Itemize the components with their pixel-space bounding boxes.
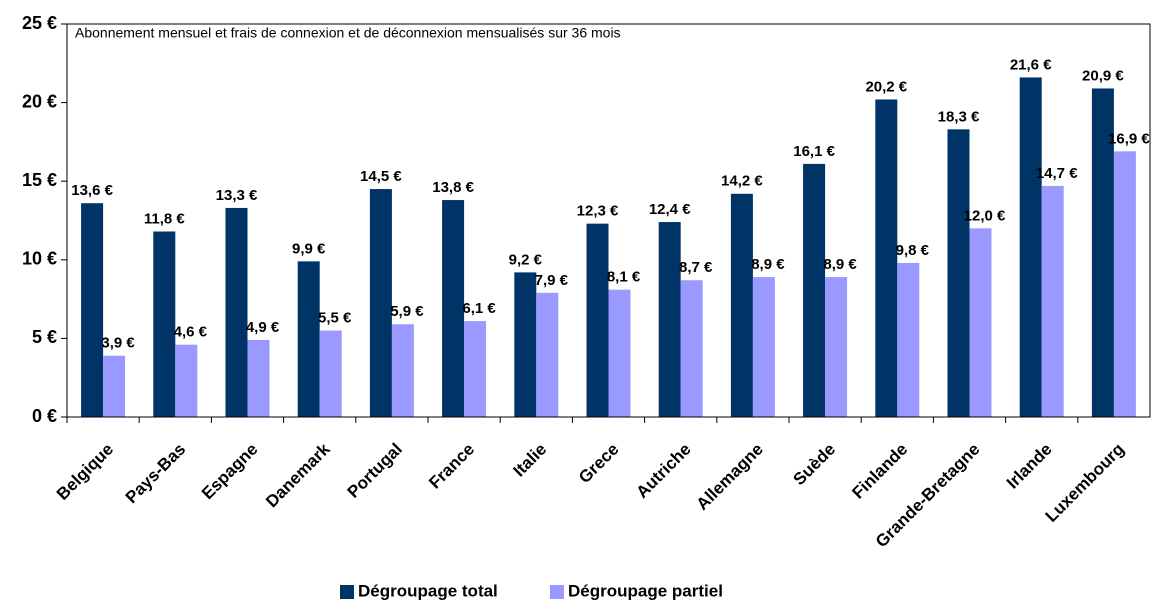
bar bbox=[297, 261, 320, 417]
legend-label: Dégroupage partiel bbox=[568, 581, 723, 600]
value-label: 5,9 € bbox=[390, 303, 424, 320]
legend-label: Dégroupage total bbox=[358, 581, 498, 600]
value-label: 8,7 € bbox=[679, 259, 713, 276]
bar bbox=[442, 200, 465, 417]
value-label: 3,9 € bbox=[101, 335, 135, 352]
x-tick-label: Portugal bbox=[344, 440, 406, 502]
value-label: 11,8 € bbox=[144, 210, 186, 227]
bar bbox=[1019, 77, 1042, 417]
legend-swatch bbox=[550, 585, 564, 599]
x-tick-label: Espagne bbox=[198, 440, 262, 504]
value-label: 13,8 € bbox=[432, 179, 474, 196]
x-tick-label: Danemark bbox=[262, 439, 334, 511]
bar bbox=[586, 223, 609, 417]
bar bbox=[514, 272, 537, 417]
value-label: 16,9 € bbox=[1108, 130, 1150, 147]
value-label: 12,0 € bbox=[964, 207, 1006, 224]
y-tick-label: 5 € bbox=[32, 327, 57, 347]
x-tick-label: Suède bbox=[790, 440, 840, 490]
bar bbox=[225, 207, 248, 417]
x-tick-label: Grece bbox=[575, 440, 623, 488]
value-label: 7,9 € bbox=[535, 272, 569, 289]
bar bbox=[319, 330, 342, 417]
bar bbox=[730, 193, 753, 417]
value-label: 20,9 € bbox=[1082, 67, 1124, 84]
y-tick-label: 25 € bbox=[22, 13, 57, 33]
x-tick-label: Autriche bbox=[632, 440, 694, 502]
x-tick-label: Italie bbox=[509, 440, 550, 481]
bar bbox=[175, 344, 198, 417]
x-tick-label: Irlande bbox=[1003, 440, 1056, 493]
bar bbox=[897, 262, 920, 417]
bar bbox=[369, 189, 392, 417]
bar bbox=[969, 228, 992, 417]
bar bbox=[680, 280, 703, 417]
bar bbox=[247, 339, 270, 417]
x-tick-label: France bbox=[425, 440, 478, 493]
value-label: 8,9 € bbox=[823, 256, 857, 273]
bar bbox=[464, 321, 487, 417]
value-label: 8,1 € bbox=[607, 269, 641, 286]
bar bbox=[536, 292, 559, 417]
value-label: 13,6 € bbox=[71, 182, 113, 199]
value-label: 13,3 € bbox=[216, 187, 258, 204]
value-label: 21,6 € bbox=[1010, 56, 1052, 73]
value-label: 14,2 € bbox=[721, 173, 763, 190]
bar bbox=[875, 99, 898, 418]
value-label: 8,9 € bbox=[751, 256, 785, 273]
bar bbox=[803, 163, 826, 417]
bar bbox=[81, 203, 104, 417]
x-tick-label: Finlande bbox=[848, 440, 911, 503]
x-tick-label: Pays-Bas bbox=[122, 440, 190, 508]
annotation: Abonnement mensuel et frais de connexion… bbox=[75, 25, 621, 41]
bar bbox=[947, 129, 970, 417]
bar bbox=[153, 231, 176, 417]
y-tick-label: 0 € bbox=[32, 406, 57, 426]
bar bbox=[391, 324, 414, 417]
value-label: 5,5 € bbox=[318, 310, 352, 327]
y-tick-label: 10 € bbox=[22, 249, 57, 269]
legend-swatch bbox=[340, 585, 354, 599]
bar bbox=[1113, 151, 1136, 417]
bar bbox=[608, 289, 631, 417]
value-label: 9,2 € bbox=[509, 251, 543, 268]
value-label: 4,6 € bbox=[174, 324, 208, 341]
value-label: 14,7 € bbox=[1036, 165, 1078, 182]
bar bbox=[752, 277, 775, 417]
value-label: 20,2 € bbox=[865, 78, 907, 95]
value-label: 16,1 € bbox=[793, 143, 835, 160]
bar bbox=[825, 277, 848, 417]
x-tick-label: Belgique bbox=[53, 440, 117, 504]
bar bbox=[658, 222, 681, 417]
y-tick-label: 15 € bbox=[22, 170, 57, 190]
value-label: 18,3 € bbox=[938, 108, 980, 125]
bar bbox=[103, 355, 126, 417]
bar bbox=[1041, 185, 1064, 417]
value-label: 6,1 € bbox=[462, 300, 496, 317]
value-label: 12,4 € bbox=[649, 201, 691, 218]
value-label: 12,3 € bbox=[577, 203, 619, 220]
value-label: 14,5 € bbox=[360, 168, 402, 185]
y-tick-label: 20 € bbox=[22, 91, 57, 111]
bar bbox=[1091, 88, 1114, 418]
x-tick-label: Allemagne bbox=[693, 440, 767, 514]
value-label: 4,9 € bbox=[246, 319, 280, 336]
value-label: 9,8 € bbox=[896, 242, 930, 259]
value-label: 9,9 € bbox=[292, 240, 326, 257]
